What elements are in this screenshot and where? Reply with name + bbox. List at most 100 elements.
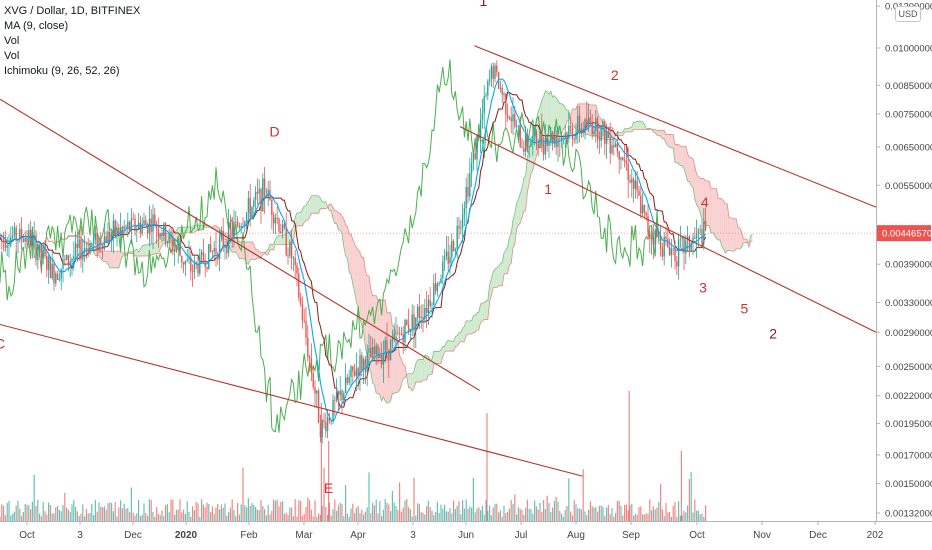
candle-body (636, 180, 638, 191)
volume-bar (51, 513, 53, 521)
candle-body (357, 368, 359, 376)
cloud-segment (421, 359, 423, 383)
candle-body (638, 190, 640, 196)
volume-bar (483, 514, 485, 521)
volume-bar (48, 502, 50, 521)
candle-body (377, 345, 379, 359)
volume-bar (76, 511, 78, 521)
cloud-segment (383, 300, 386, 402)
legend-vol-2: Vol (4, 50, 20, 62)
candle-body (152, 214, 154, 232)
volume-bar (435, 511, 437, 521)
candle-body (494, 65, 496, 79)
volume-bar (96, 511, 98, 521)
cloud-segment (394, 326, 396, 394)
volume-bar (501, 516, 503, 521)
volume-bar (138, 499, 140, 521)
volume-bar (58, 509, 60, 521)
wave-label: 4 (701, 194, 709, 210)
volume-bar (532, 513, 534, 521)
volume-bar (508, 508, 510, 521)
volume-bar (636, 514, 638, 521)
volume-bar (183, 509, 185, 521)
candle-body (631, 178, 633, 183)
volume-bar (429, 507, 431, 521)
volume-bar (123, 503, 125, 521)
volume-bar (642, 514, 644, 521)
cloud-segment (675, 144, 677, 163)
cloud-segment (712, 188, 715, 236)
candle-body (323, 420, 325, 423)
candle-body (211, 251, 214, 253)
candle-body (107, 231, 109, 244)
cloud-segment (628, 127, 630, 132)
volume-bar (161, 510, 163, 521)
currency-button[interactable]: USD (895, 6, 921, 22)
candle-body (609, 137, 611, 154)
cloud-segment (417, 359, 420, 383)
volume-bar (390, 511, 392, 521)
cloud-segment (151, 243, 153, 255)
candle-body (496, 65, 498, 73)
volume-bar (397, 510, 399, 521)
volume-bar (553, 500, 555, 521)
volume-bar (665, 502, 667, 521)
cloud-segment (111, 251, 114, 268)
cloud-segment (666, 134, 668, 146)
candle-body (15, 227, 17, 241)
candle-body (325, 422, 327, 432)
cloud-segment (691, 157, 693, 188)
volume-bar (345, 484, 347, 521)
cloud-segment (518, 193, 521, 226)
volume-bar (309, 500, 311, 521)
candle-body (665, 236, 667, 240)
cloud-segment (205, 225, 207, 228)
volume-bar (289, 507, 291, 521)
cloud-segment (311, 195, 314, 214)
volume-bar (143, 503, 145, 521)
volume-bar (521, 509, 523, 521)
candle-body (505, 93, 507, 115)
candle-body (623, 159, 626, 161)
volume-bar (557, 501, 559, 521)
candle-body (301, 303, 304, 321)
cloud-segment (145, 244, 148, 256)
volume-bar (454, 509, 456, 521)
cloud-segment (113, 251, 116, 268)
candle-body (692, 237, 694, 244)
candle-body (515, 126, 518, 128)
candle-body (33, 234, 35, 238)
candle-body (74, 243, 77, 256)
candle-body (440, 278, 442, 284)
cloud-segment (743, 238, 746, 243)
volume-bar (33, 474, 35, 521)
volume-bar (327, 514, 329, 521)
volume-bar (139, 516, 141, 521)
candle-body (649, 232, 651, 240)
volume-bar (352, 503, 354, 521)
volume-bar (85, 508, 87, 521)
candle-body (370, 347, 372, 358)
cloud-segment (268, 244, 270, 255)
volume-bar (381, 516, 383, 521)
cloud-segment (529, 137, 531, 184)
candle-body (251, 206, 253, 218)
cloud-segment (676, 144, 679, 164)
candle-body (294, 257, 296, 266)
volume-bar (539, 502, 541, 521)
wave-label: 3 (699, 279, 707, 295)
volume-bar (107, 503, 109, 521)
volume-bar (517, 507, 519, 521)
candle-body (699, 229, 701, 231)
candle-body (647, 215, 649, 233)
candle-body (200, 252, 203, 255)
candle-body (335, 391, 338, 401)
volume-bar (415, 515, 417, 521)
volume-bar (575, 504, 577, 521)
candle-body (352, 366, 354, 372)
volume-bar (186, 501, 188, 521)
candle-body (346, 377, 349, 383)
volume-bar (701, 513, 703, 521)
